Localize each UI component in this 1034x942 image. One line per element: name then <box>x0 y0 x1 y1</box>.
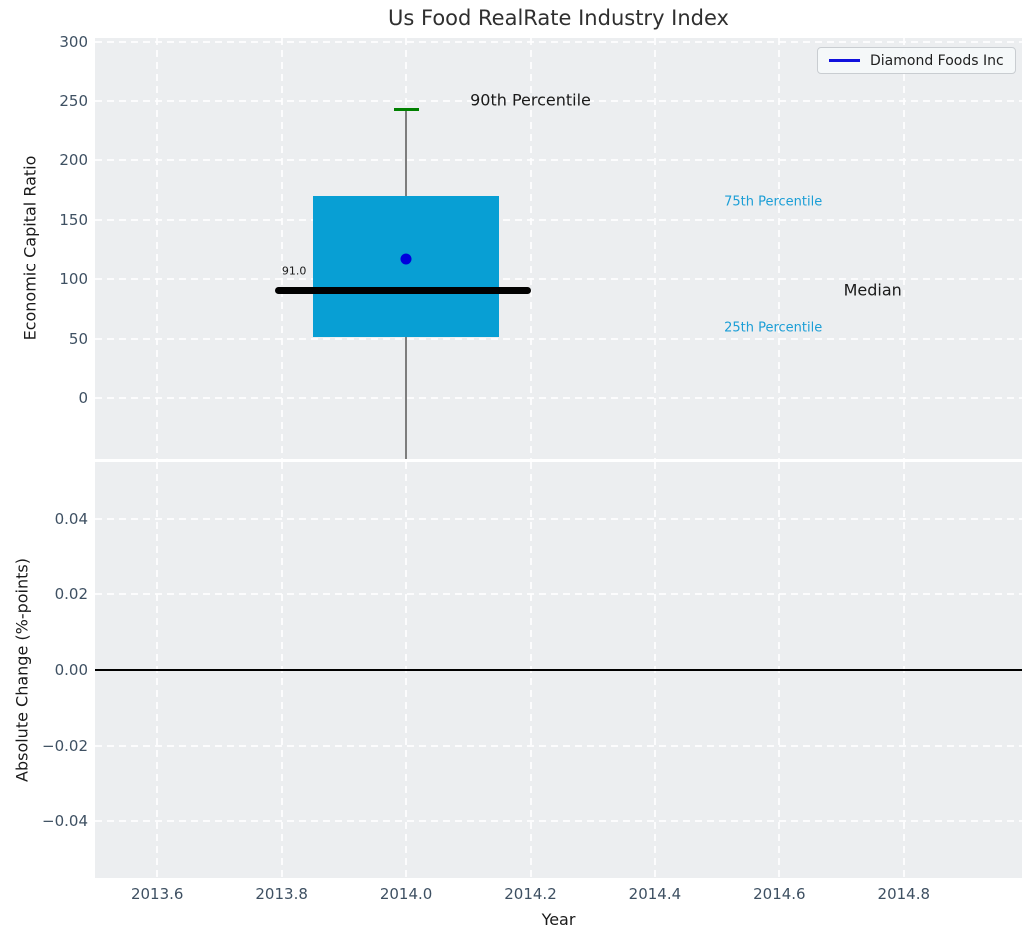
y-tick-label-top: 50 <box>68 329 88 348</box>
gridline-horizontal <box>95 517 1022 520</box>
gridline-horizontal <box>95 593 1022 596</box>
x-tick-label: 2013.6 <box>130 885 184 903</box>
y-tick-label-top: 250 <box>59 92 88 111</box>
percentile-90-cap <box>393 108 419 112</box>
y-tick-label-top: 0 <box>78 389 88 408</box>
x-tick-label: 2014.2 <box>504 885 557 903</box>
y-tick-label-top: 150 <box>59 210 88 229</box>
legend-label: Diamond Foods Inc <box>870 52 1004 69</box>
x-tick-label: 2014.4 <box>628 885 682 903</box>
x-tick-label: 2013.8 <box>255 885 308 903</box>
median-line <box>275 286 531 294</box>
x-axis-label-year: Year <box>541 910 576 929</box>
y-tick-label-bottom: −0.02 <box>42 736 88 755</box>
bottom-axes-absolute-change <box>95 462 1022 878</box>
gridline-horizontal <box>95 100 1022 103</box>
legend-line-swatch <box>829 59 860 62</box>
company-data-point <box>400 253 412 265</box>
gridline-horizontal <box>95 744 1022 747</box>
y-tick-label-top: 200 <box>59 151 88 170</box>
annotation-91-0: 91.0 <box>281 264 307 278</box>
gridline-horizontal <box>95 397 1022 400</box>
y-tick-label-bottom: 0.00 <box>54 661 88 679</box>
y-tick-label-bottom: 0.02 <box>54 585 88 604</box>
chart-title: Us Food RealRate Industry Index <box>388 6 729 30</box>
y-tick-label-bottom: 0.04 <box>54 509 88 528</box>
gridline-vertical <box>902 38 905 459</box>
y-tick-label-top: 300 <box>59 32 88 51</box>
annotation-75th-percentile: 75th Percentile <box>724 194 823 210</box>
gridline-vertical <box>156 38 159 459</box>
annotation-90th-percentile: 90th Percentile <box>470 90 591 110</box>
gridline-horizontal <box>95 159 1022 162</box>
x-tick-label: 2014.6 <box>753 885 806 903</box>
y-tick-label-top: 100 <box>59 270 88 289</box>
gridline-vertical <box>653 38 656 459</box>
legend: Diamond Foods Inc <box>817 47 1016 74</box>
y-axis-label-economic-capital-ratio: Economic Capital Ratio <box>20 155 40 341</box>
annotation-median: Median <box>843 280 902 300</box>
gridline-vertical <box>529 38 532 459</box>
zero-reference-line <box>95 669 1022 671</box>
annotation-25th-percentile: 25th Percentile <box>724 320 823 336</box>
gridline-horizontal <box>95 820 1022 823</box>
gridline-vertical <box>280 38 283 459</box>
iqr-box <box>312 196 500 337</box>
x-tick-label: 2014.8 <box>877 885 931 903</box>
x-tick-label: 2014.0 <box>379 885 433 903</box>
gridline-vertical <box>778 38 781 459</box>
gridline-horizontal <box>95 218 1022 221</box>
gridline-horizontal <box>95 278 1022 281</box>
gridline-horizontal <box>95 40 1022 43</box>
top-axes-economic-capital-ratio: 90th Percentile 75th Percentile Median 25th… <box>95 38 1022 459</box>
y-tick-label-bottom: −0.04 <box>42 812 88 831</box>
gridline-horizontal <box>95 337 1022 340</box>
